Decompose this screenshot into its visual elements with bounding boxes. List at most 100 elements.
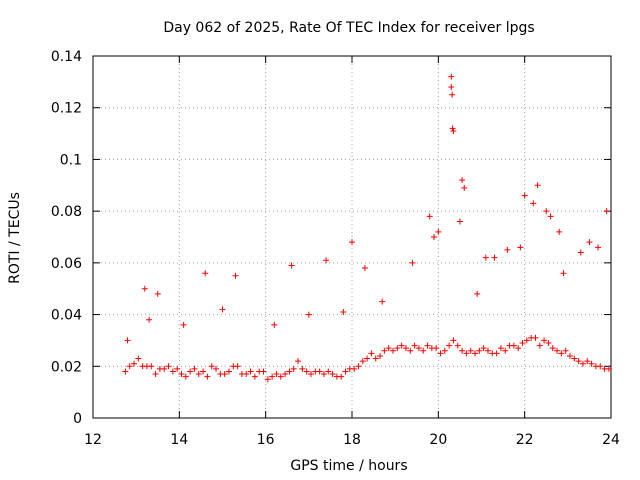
data-point xyxy=(269,373,276,380)
data-point xyxy=(202,270,209,277)
data-points xyxy=(122,73,612,383)
data-point xyxy=(394,345,401,352)
data-point xyxy=(426,213,433,220)
data-point xyxy=(491,254,498,261)
data-point xyxy=(187,368,194,375)
data-point xyxy=(154,290,161,297)
x-tick-label: 16 xyxy=(257,432,275,448)
data-point xyxy=(288,262,295,269)
y-tick-label: 0.04 xyxy=(51,308,82,324)
data-point xyxy=(232,272,239,279)
data-point xyxy=(200,368,207,375)
data-point xyxy=(517,244,524,251)
data-point xyxy=(556,228,563,235)
data-point xyxy=(433,345,440,352)
data-point xyxy=(307,371,314,378)
data-point xyxy=(603,208,610,215)
x-axis-label: GPS time / hours xyxy=(290,458,407,474)
data-point xyxy=(497,345,504,352)
data-point xyxy=(566,352,573,359)
data-point xyxy=(441,347,448,354)
data-point xyxy=(449,125,456,132)
data-point xyxy=(577,249,584,256)
data-point xyxy=(364,355,371,362)
data-point xyxy=(381,347,388,354)
data-point xyxy=(549,345,556,352)
data-point xyxy=(459,177,466,184)
y-tick-label: 0.14 xyxy=(51,49,82,65)
data-point xyxy=(182,373,189,380)
data-point xyxy=(411,342,418,349)
data-point xyxy=(303,368,310,375)
data-point xyxy=(448,84,455,91)
data-point xyxy=(476,347,483,354)
data-point xyxy=(260,368,267,375)
data-point xyxy=(221,371,228,378)
data-point xyxy=(450,127,457,134)
data-point xyxy=(219,306,226,313)
data-point xyxy=(562,347,569,354)
data-point xyxy=(575,358,582,365)
data-point xyxy=(277,373,284,380)
data-point xyxy=(191,365,198,372)
data-point xyxy=(431,234,438,240)
data-point xyxy=(484,347,491,354)
data-point xyxy=(515,345,522,352)
data-point xyxy=(141,285,148,292)
data-point xyxy=(480,345,487,352)
data-point xyxy=(323,257,330,264)
data-point xyxy=(579,360,586,367)
data-point xyxy=(534,182,541,189)
data-point xyxy=(180,321,187,328)
data-point xyxy=(390,347,397,354)
data-point xyxy=(588,360,595,367)
data-point xyxy=(247,368,254,375)
data-point xyxy=(521,192,528,199)
data-point xyxy=(379,298,386,305)
data-point xyxy=(295,358,302,365)
y-tick-label: 0.1 xyxy=(60,152,82,168)
data-point xyxy=(361,265,368,272)
data-point xyxy=(152,371,159,378)
data-point xyxy=(126,363,133,370)
data-point xyxy=(286,368,293,375)
data-point xyxy=(320,371,327,378)
data-point xyxy=(450,337,457,344)
data-point xyxy=(446,342,453,349)
data-point xyxy=(474,290,481,297)
data-point xyxy=(435,228,442,235)
data-point xyxy=(368,350,375,357)
data-point xyxy=(349,239,355,246)
data-point xyxy=(584,358,591,365)
data-point xyxy=(325,368,332,375)
data-point xyxy=(456,218,463,225)
data-point xyxy=(165,363,172,370)
data-point xyxy=(213,365,220,372)
data-point xyxy=(290,365,297,372)
data-point xyxy=(437,350,444,357)
data-point xyxy=(463,350,470,357)
data-point xyxy=(299,365,306,372)
data-point xyxy=(523,337,530,344)
data-point xyxy=(124,337,131,344)
data-point xyxy=(402,345,409,352)
data-point xyxy=(131,360,138,367)
data-point xyxy=(571,355,578,362)
data-point xyxy=(543,208,550,215)
x-tick-label: 24 xyxy=(602,432,620,448)
x-tick-label: 22 xyxy=(516,432,534,448)
data-point xyxy=(359,358,366,365)
axis-ticks: 12 14 16 18 20 22 24 0 0.02 0.04 0.06 0.08 0.1 0.12 0.… xyxy=(51,49,620,448)
data-point xyxy=(560,270,567,277)
data-point xyxy=(204,373,211,380)
data-point xyxy=(398,342,405,349)
x-tick-label: 14 xyxy=(170,432,188,448)
data-point xyxy=(502,347,509,354)
data-point xyxy=(454,342,461,349)
data-point xyxy=(282,371,289,378)
data-point xyxy=(148,363,155,370)
data-point xyxy=(342,368,349,375)
data-point xyxy=(225,368,232,375)
data-point xyxy=(161,365,168,372)
